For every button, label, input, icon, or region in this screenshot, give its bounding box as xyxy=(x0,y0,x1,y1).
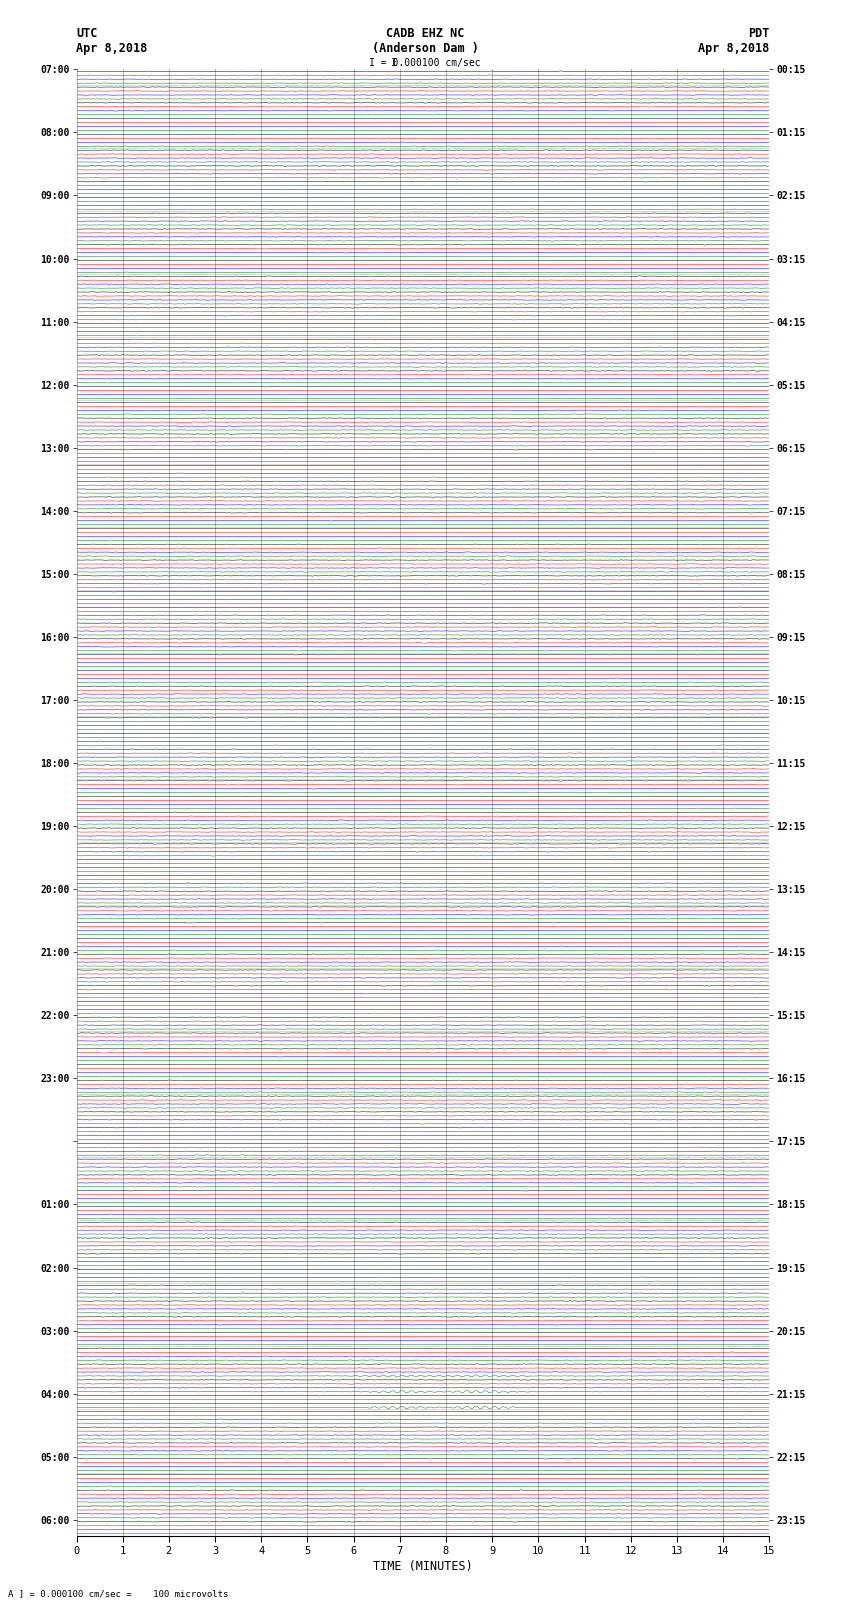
X-axis label: TIME (MINUTES): TIME (MINUTES) xyxy=(373,1560,473,1573)
Text: Apr 8,2018: Apr 8,2018 xyxy=(76,42,148,55)
Text: Apr 8,2018: Apr 8,2018 xyxy=(698,42,769,55)
Text: A ] = 0.000100 cm/sec =    100 microvolts: A ] = 0.000100 cm/sec = 100 microvolts xyxy=(8,1589,229,1598)
Text: I = 0.000100 cm/sec: I = 0.000100 cm/sec xyxy=(369,58,481,68)
Text: CADB EHZ NC: CADB EHZ NC xyxy=(386,27,464,40)
Text: (Anderson Dam ): (Anderson Dam ) xyxy=(371,42,479,55)
Text: PDT: PDT xyxy=(748,27,769,40)
Text: UTC: UTC xyxy=(76,27,98,40)
Text: I: I xyxy=(391,58,398,68)
